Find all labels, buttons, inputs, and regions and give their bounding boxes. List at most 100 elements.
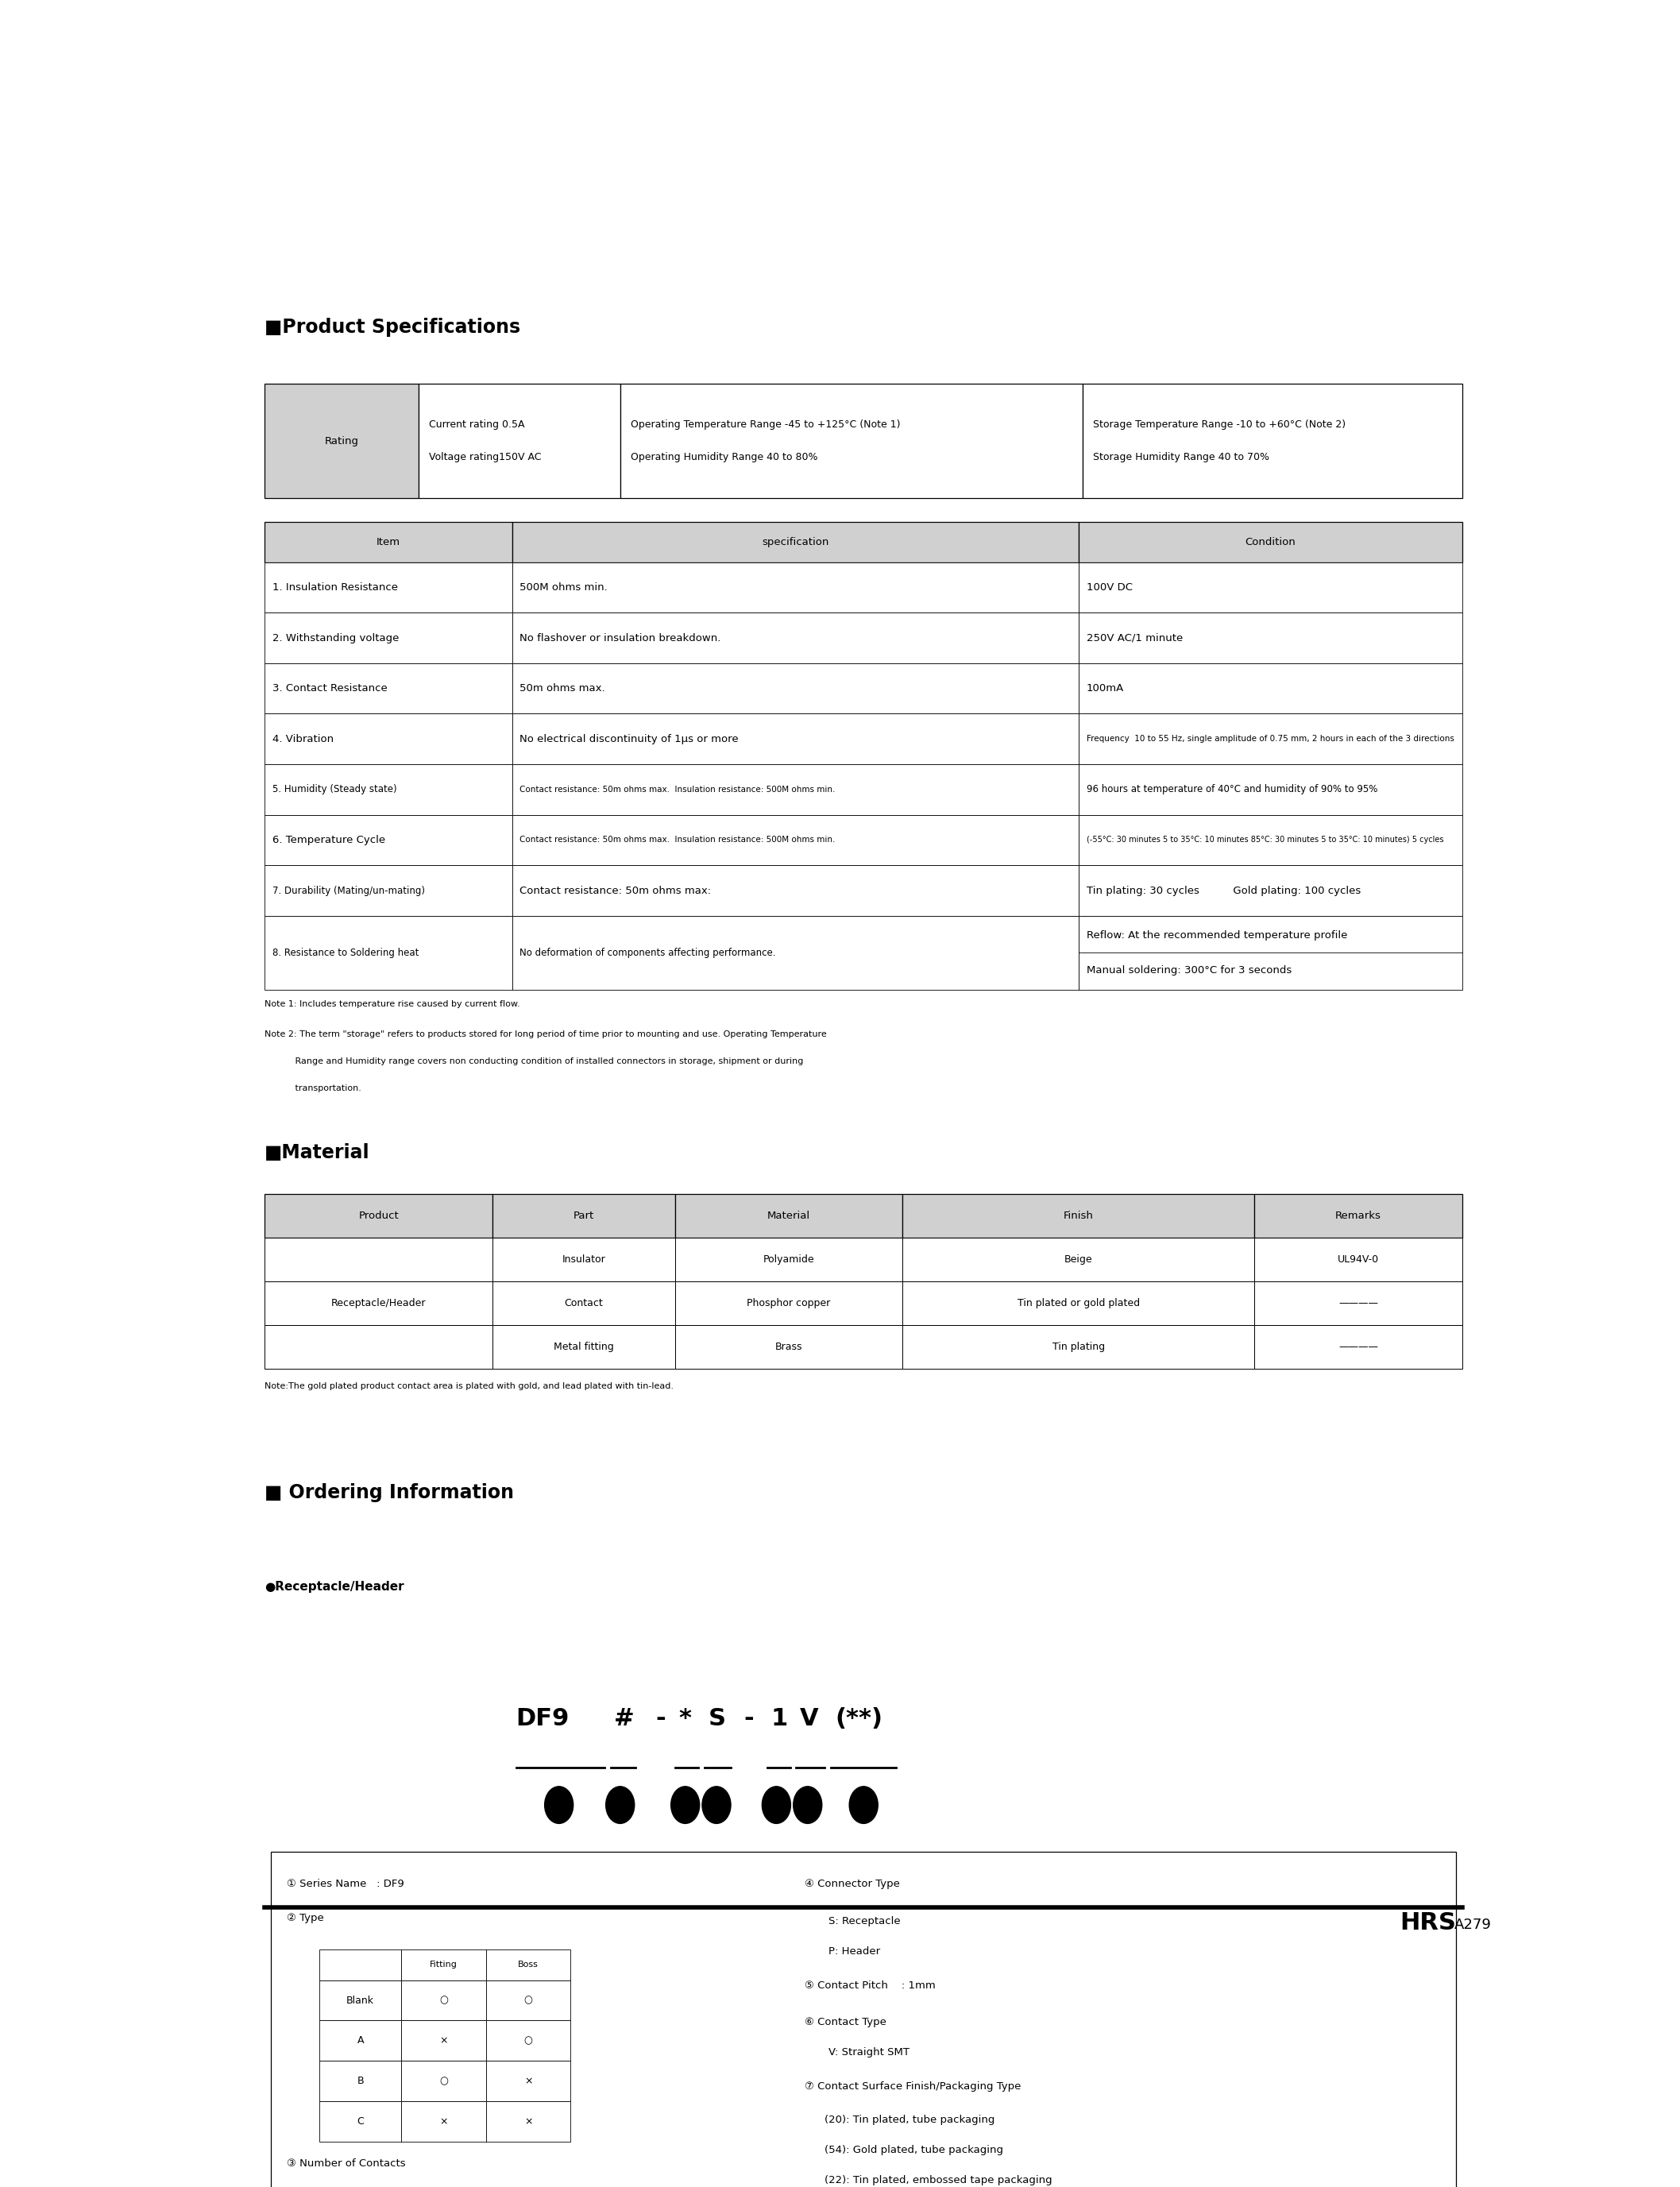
- Text: transportation.: transportation.: [265, 1085, 361, 1091]
- Bar: [1255, 1282, 1463, 1325]
- Bar: [512, 612, 1079, 663]
- Bar: [265, 816, 512, 866]
- Bar: [1082, 383, 1463, 499]
- Bar: [512, 523, 1079, 562]
- Bar: [492, 1282, 675, 1325]
- Text: 500M ohms min.: 500M ohms min.: [519, 582, 608, 593]
- Text: 2. Withstanding voltage: 2. Withstanding voltage: [272, 632, 400, 643]
- Text: Voltage rating150V AC: Voltage rating150V AC: [428, 453, 541, 461]
- Bar: [1079, 916, 1463, 991]
- Circle shape: [850, 1787, 879, 1824]
- Bar: [319, 1951, 402, 1979]
- Text: DF9: DF9: [516, 1708, 570, 1730]
- Text: 7. Durability (Mating/un-mating): 7. Durability (Mating/un-mating): [272, 886, 425, 897]
- Text: A: A: [358, 2036, 365, 2045]
- Bar: [319, 2021, 402, 2060]
- Text: 7: 7: [860, 1802, 867, 1809]
- Circle shape: [702, 1787, 731, 1824]
- Bar: [265, 866, 512, 916]
- Text: Operating Humidity Range 40 to 80%: Operating Humidity Range 40 to 80%: [630, 453, 818, 461]
- Bar: [265, 523, 512, 562]
- Bar: [418, 383, 620, 499]
- Text: B: B: [356, 2075, 365, 2086]
- Text: 5: 5: [774, 1802, 780, 1809]
- Text: 4. Vibration: 4. Vibration: [272, 735, 334, 744]
- Bar: [319, 2060, 402, 2102]
- Text: Frequency  10 to 55 Hz, single amplitude of 0.75 mm, 2 hours in each of the 3 di: Frequency 10 to 55 Hz, single amplitude …: [1087, 735, 1453, 744]
- Text: ×: ×: [440, 2117, 449, 2126]
- Text: Manual soldering: 300°C for 3 seconds: Manual soldering: 300°C for 3 seconds: [1087, 964, 1292, 975]
- Bar: [486, 2021, 571, 2060]
- Bar: [265, 1194, 492, 1238]
- Text: No deformation of components affecting performance.: No deformation of components affecting p…: [519, 947, 776, 958]
- Text: C: C: [356, 2117, 365, 2126]
- Bar: [486, 2060, 571, 2102]
- Bar: [512, 663, 1079, 713]
- Bar: [1079, 562, 1463, 612]
- Bar: [402, 1979, 486, 2021]
- Text: ×: ×: [440, 2036, 449, 2045]
- Text: 6. Temperature Cycle: 6. Temperature Cycle: [272, 835, 385, 844]
- Text: 3. Contact Resistance: 3. Contact Resistance: [272, 682, 388, 693]
- Text: #: #: [613, 1708, 633, 1730]
- Text: ○: ○: [524, 2036, 533, 2045]
- Text: ■Material: ■Material: [265, 1144, 370, 1161]
- Text: Blank: Blank: [346, 1995, 375, 2005]
- Bar: [675, 1238, 902, 1282]
- Bar: [1255, 1194, 1463, 1238]
- Text: Note:The gold plated product contact area is plated with gold, and lead plated w: Note:The gold plated product contact are…: [265, 1382, 674, 1391]
- Bar: [675, 1282, 902, 1325]
- Bar: [675, 1325, 902, 1369]
- Bar: [1079, 713, 1463, 763]
- Bar: [486, 1951, 571, 1979]
- Text: *: *: [679, 1708, 692, 1730]
- Text: Rating: Rating: [324, 435, 358, 446]
- Text: (-55°C: 30 minutes 5 to 35°C: 10 minutes 85°C: 30 minutes 5 to 35°C: 10 minutes): (-55°C: 30 minutes 5 to 35°C: 10 minutes…: [1087, 835, 1443, 844]
- Bar: [1255, 1238, 1463, 1282]
- Text: Product: Product: [358, 1209, 398, 1220]
- Text: Storage Temperature Range -10 to +60°C (Note 2): Storage Temperature Range -10 to +60°C (…: [1092, 420, 1346, 431]
- Text: ○: ○: [440, 2075, 449, 2086]
- Text: A279: A279: [1453, 1918, 1492, 1931]
- Bar: [1079, 523, 1463, 562]
- Text: ⑦ Contact Surface Finish/Packaging Type: ⑦ Contact Surface Finish/Packaging Type: [805, 2082, 1021, 2091]
- Circle shape: [606, 1787, 635, 1824]
- Text: ○: ○: [440, 1995, 449, 2005]
- Bar: [512, 916, 1079, 991]
- Bar: [492, 1194, 675, 1238]
- Text: Part: Part: [573, 1209, 595, 1220]
- Text: Contact resistance: 50m ohms max.  Insulation resistance: 500M ohms min.: Contact resistance: 50m ohms max. Insula…: [519, 785, 835, 794]
- Text: Condition: Condition: [1245, 536, 1295, 547]
- Text: V: V: [800, 1708, 818, 1730]
- Text: Reflow: At the recommended temperature profile: Reflow: At the recommended temperature p…: [1087, 929, 1347, 940]
- Text: ④ Connector Type: ④ Connector Type: [805, 1879, 900, 1890]
- Bar: [265, 763, 512, 816]
- Text: Tin plated or gold plated: Tin plated or gold plated: [1016, 1297, 1139, 1308]
- Bar: [492, 1238, 675, 1282]
- Bar: [265, 713, 512, 763]
- Text: 2: 2: [618, 1802, 623, 1809]
- Bar: [265, 383, 418, 499]
- Text: ————: ————: [1339, 1343, 1378, 1352]
- Text: 100V DC: 100V DC: [1087, 582, 1132, 593]
- Text: V: Straight SMT: V: Straight SMT: [828, 2047, 909, 2058]
- Text: ⑤ Contact Pitch    : 1mm: ⑤ Contact Pitch : 1mm: [805, 1979, 936, 1990]
- Text: Brass: Brass: [774, 1343, 803, 1352]
- Bar: [512, 763, 1079, 816]
- Text: Beige: Beige: [1065, 1253, 1092, 1264]
- Text: (54): Gold plated, tube packaging: (54): Gold plated, tube packaging: [825, 2145, 1003, 2156]
- Bar: [1079, 763, 1463, 816]
- Text: (**): (**): [835, 1708, 882, 1730]
- Text: Metal fitting: Metal fitting: [554, 1343, 613, 1352]
- Bar: [319, 2102, 402, 2141]
- Text: ⑥ Contact Type: ⑥ Contact Type: [805, 2016, 887, 2027]
- Bar: [402, 1951, 486, 1979]
- Text: -: -: [744, 1708, 754, 1730]
- Bar: [1079, 612, 1463, 663]
- Text: Receptacle/Header: Receptacle/Header: [331, 1297, 427, 1308]
- Text: ●Receptacle/Header: ●Receptacle/Header: [265, 1581, 405, 1592]
- Text: Remarks: Remarks: [1336, 1209, 1381, 1220]
- Text: 100mA: 100mA: [1087, 682, 1124, 693]
- Bar: [265, 1282, 492, 1325]
- Bar: [265, 562, 512, 612]
